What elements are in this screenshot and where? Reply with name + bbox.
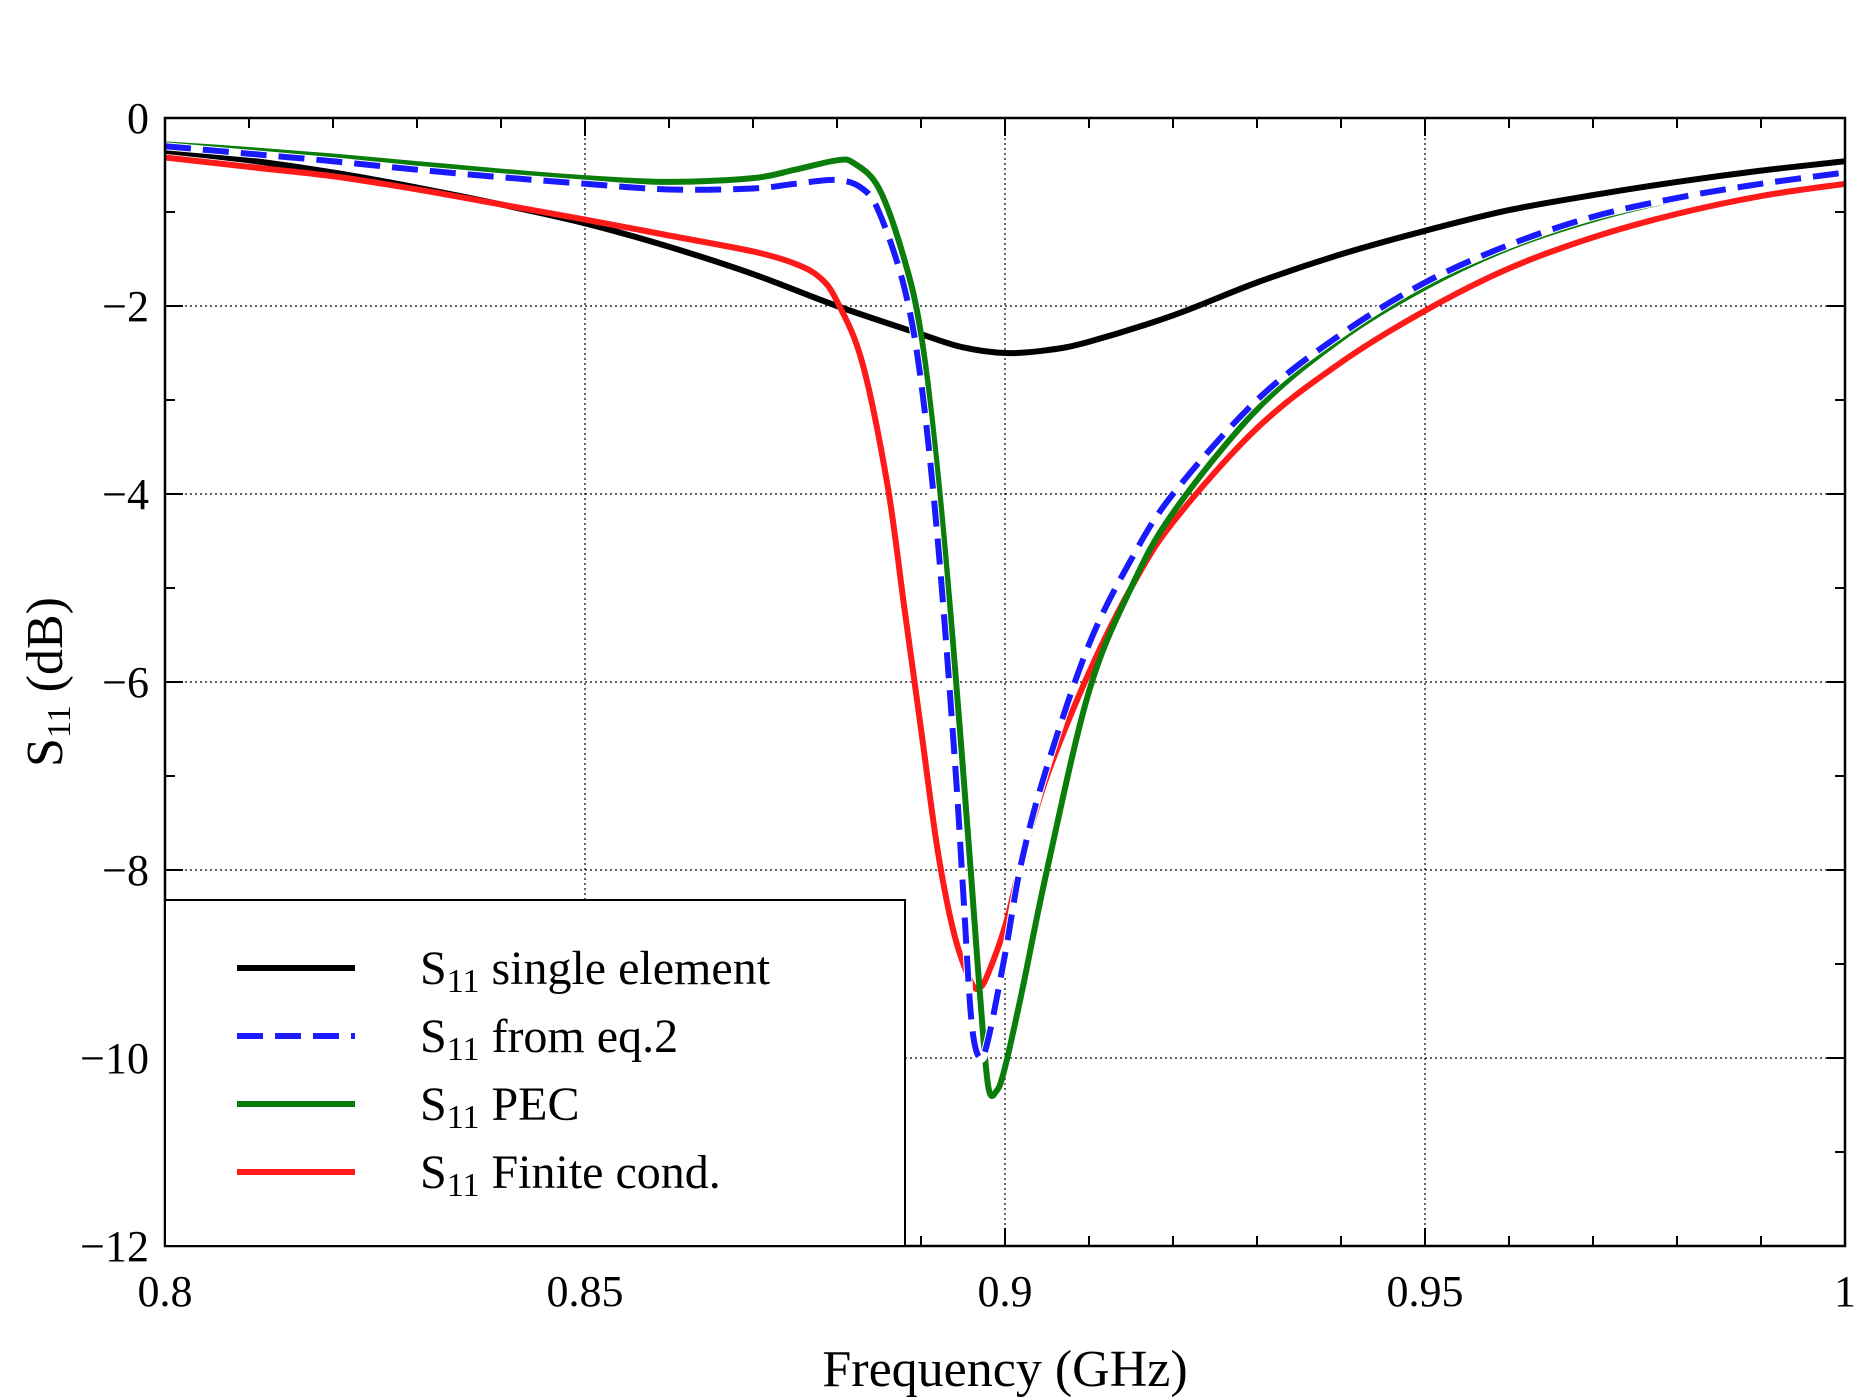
y-axis-title-sub: 11 xyxy=(41,705,78,738)
legend-label-text: PEC xyxy=(479,1078,579,1131)
tick-labels: 0.8 0.85 0.9 0.95 1 0 −2 −4 −6 −8 −10 −12 xyxy=(80,94,1856,1316)
x-axis-title: Frequency (GHz) xyxy=(822,1341,1187,1398)
y-tick-label: −6 xyxy=(102,658,149,707)
y-tick-label: −2 xyxy=(102,282,149,331)
legend-label-prefix: S xyxy=(420,1146,447,1199)
y-axis-title-rest: (dB) xyxy=(17,597,74,705)
y-tick-label: −12 xyxy=(80,1222,149,1271)
legend-label: S11 Finite cond. xyxy=(420,1146,721,1204)
series-line xyxy=(165,143,1845,1062)
series-line xyxy=(165,154,1845,992)
legend-label: S11 PEC xyxy=(420,1078,579,1136)
legend-label-prefix: S xyxy=(420,1010,447,1063)
y-tick-label: −10 xyxy=(80,1034,149,1083)
legend-label: S11 from eq.2 xyxy=(420,1010,678,1068)
legend-label-sub: 11 xyxy=(447,1099,480,1136)
x-tick-label: 0.85 xyxy=(547,1267,624,1316)
y-axis-title-base: S xyxy=(17,738,74,767)
legend-label-sub: 11 xyxy=(447,1031,480,1068)
y-tick-label: 0 xyxy=(127,94,149,143)
x-tick-label: 0.95 xyxy=(1387,1267,1464,1316)
legend-label-text: from eq.2 xyxy=(479,1010,678,1063)
x-tick-label: 0.8 xyxy=(138,1267,193,1316)
legend-label-text: Finite cond. xyxy=(479,1146,720,1199)
plot-area xyxy=(165,141,1845,1099)
x-tick-label: 1 xyxy=(1834,1267,1856,1316)
x-tick-label: 0.9 xyxy=(978,1267,1033,1316)
y-axis-title: S11 (dB) xyxy=(17,597,78,767)
y-tick-label: −4 xyxy=(102,470,149,519)
legend-label-sub: 11 xyxy=(447,1167,480,1204)
y-tick-label: −8 xyxy=(102,846,149,895)
legend-label-prefix: S xyxy=(420,1078,447,1131)
legend-label-sub: 11 xyxy=(447,963,480,1000)
legend-box xyxy=(164,899,906,1247)
legend-label-text: single element xyxy=(479,942,770,995)
legend-label: S11 single element xyxy=(420,942,771,1000)
legend-label-prefix: S xyxy=(420,942,447,995)
